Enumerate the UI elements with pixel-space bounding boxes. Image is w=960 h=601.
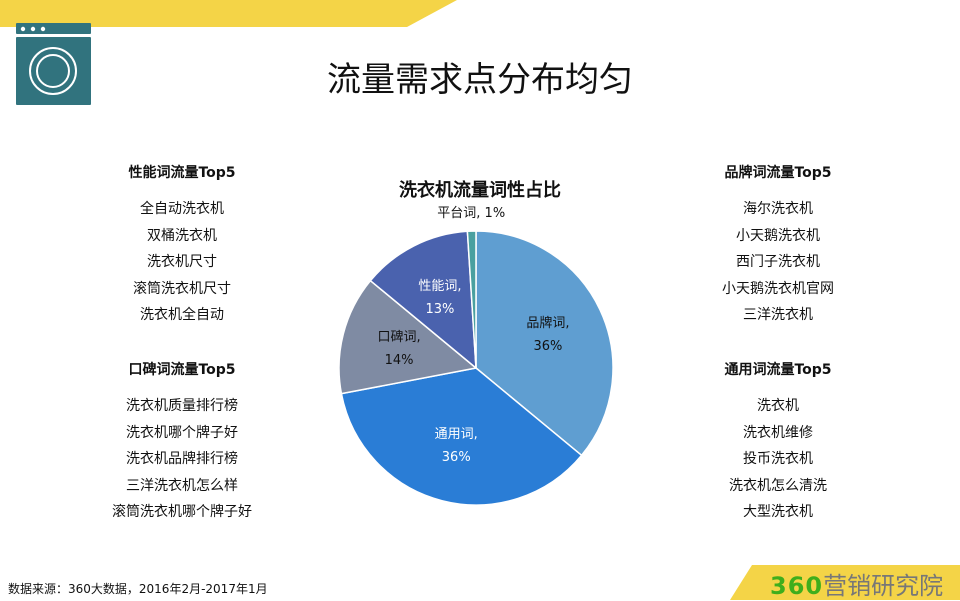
group-heading: 品牌词流量Top5: [724, 165, 832, 181]
list-item: 小天鹅洗衣机: [736, 227, 820, 244]
logo-number: 360: [770, 572, 824, 600]
pie-data-label: 通用词,: [435, 427, 478, 442]
group-heading: 通用词流量Top5: [724, 362, 832, 378]
list-item: 滚筒洗衣机哪个牌子好: [112, 504, 252, 520]
list-item: 海尔洗衣机: [743, 201, 813, 217]
list-item: 双桶洗衣机: [147, 227, 217, 244]
pie-data-label: 36%: [533, 339, 562, 354]
bottom-yellow-band: [730, 565, 960, 600]
logo: 360营销研究院: [770, 566, 943, 601]
list-item: 西门子洗衣机: [736, 254, 820, 270]
pie-slice-5: [466, 230, 477, 369]
pie-data-label: 品牌词,: [526, 315, 569, 331]
list-item: 洗衣机: [757, 398, 799, 414]
pie-slice-4: [369, 230, 477, 370]
pie-data-label: 口碑词,: [377, 329, 420, 345]
list-item: 洗衣机怎么清洗: [729, 477, 827, 494]
list-item: 小天鹅洗衣机官网: [722, 280, 834, 297]
list-item: 大型洗衣机: [743, 504, 813, 520]
list-item: 投币洗衣机: [743, 451, 813, 467]
list-item: 洗衣机质量排行榜: [126, 398, 238, 414]
list-item: 全自动洗衣机: [140, 201, 224, 217]
generic-keywords-group: 通用词流量Top5 洗衣机 洗衣机维修 投币洗衣机 洗衣机怎么清洗 大型洗衣机: [658, 359, 898, 526]
top-yellow-band: [0, 0, 457, 27]
list-item: 滚筒洗衣机尺寸: [133, 280, 231, 297]
pie-data-label: 13%: [425, 302, 454, 317]
data-source-note: 数据来源：360大数据，2016年2月-2017年1月: [8, 582, 268, 596]
pie-slice-1: [475, 230, 614, 457]
washing-machine-icon: [16, 23, 91, 105]
brand-keywords-group: 品牌词流量Top5 海尔洗衣机 小天鹅洗衣机 西门子洗衣机 小天鹅洗衣机官网 三…: [658, 162, 898, 329]
pie-slice-3: [338, 279, 478, 395]
list-item: 洗衣机哪个牌子好: [126, 424, 238, 441]
reputation-keywords-group: 口碑词流量Top5 洗衣机质量排行榜 洗衣机哪个牌子好 洗衣机品牌排行榜 三洋洗…: [62, 359, 302, 526]
pie-data-label: 14%: [385, 353, 414, 368]
chart-title: 洗衣机流量词性占比: [399, 180, 561, 201]
pie-data-label: 36%: [442, 450, 471, 465]
pie-slice-2: [340, 367, 583, 506]
list-item: 洗衣机维修: [743, 424, 813, 441]
page-title: 流量需求点分布均匀: [327, 60, 633, 100]
group-heading: 性能词流量Top5: [128, 165, 236, 181]
list-item: 洗衣机品牌排行榜: [126, 451, 238, 467]
list-item: 三洋洗衣机: [743, 307, 813, 323]
pie-data-label: 性能词,: [418, 279, 461, 294]
list-item: 洗衣机尺寸: [147, 254, 217, 270]
logo-text: 营销研究院: [823, 572, 944, 600]
list-item: 洗衣机全自动: [140, 307, 224, 323]
list-item: 三洋洗衣机怎么样: [126, 477, 238, 494]
pie-data-label: 平台词, 1%: [437, 206, 505, 221]
performance-keywords-group: 性能词流量Top5 全自动洗衣机 双桶洗衣机 洗衣机尺寸 滚筒洗衣机尺寸 洗衣机…: [62, 162, 302, 329]
group-heading: 口碑词流量Top5: [128, 362, 236, 378]
